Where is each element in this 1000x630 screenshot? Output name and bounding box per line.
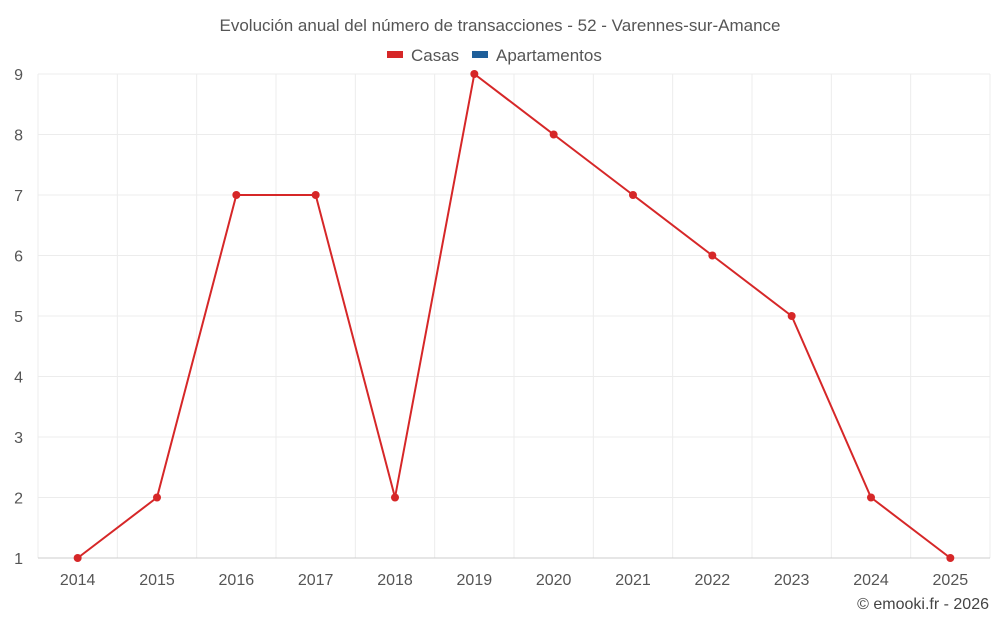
axes: 1 2 3 4 5 6 7 8 9 2014 2015 2016 2017 2018 2019 2020 202… [14,67,990,589]
x-tick-label: 2017 [298,572,334,589]
data-point-casas-2023[interactable] [787,312,796,320]
legend-swatch-casas [387,51,403,58]
data-point-casas-2017[interactable] [311,191,320,199]
y-tick-label: 9 [14,67,23,84]
x-tick-label: 2024 [853,572,889,589]
y-tick-label: 7 [14,188,23,205]
data-point-casas-2020[interactable] [549,130,558,139]
marker-layer [73,70,955,562]
grid [37,73,991,558]
y-tick-label: 1 [14,551,23,568]
x-tick-label: 2018 [377,572,413,589]
data-point-casas-2022[interactable] [708,251,717,260]
series-layer [77,73,951,559]
x-tick-label: 2022 [695,572,731,589]
x-tick-label: 2020 [536,572,572,589]
credit-text: © emooki.fr - 2026 [857,596,989,613]
x-tick-label: 2014 [60,572,96,589]
legend-label-casas[interactable]: Casas [411,46,459,65]
y-tick-label: 6 [14,249,23,266]
data-point-casas-2025[interactable] [946,554,955,562]
x-tick-label: 2019 [457,572,493,589]
data-point-casas-2016[interactable] [232,191,241,199]
y-tick-label: 5 [14,309,23,326]
y-tick-label: 3 [14,430,23,447]
legend: Casas Apartamentos [387,46,602,65]
x-tick-label: 2023 [774,572,810,589]
chart-title: Evolución anual del número de transaccio… [220,16,781,35]
y-tick-label: 4 [14,370,23,387]
data-point-casas-2019[interactable] [470,70,479,78]
y-tick-label: 8 [14,128,23,145]
legend-label-apartamentos[interactable]: Apartamentos [496,46,602,65]
x-tick-label: 2016 [219,572,255,589]
x-tick-label: 2015 [139,572,175,589]
legend-swatch-apartamentos [472,51,488,58]
data-point-casas-2021[interactable] [629,191,637,199]
x-tick-label: 2021 [615,572,651,589]
y-tick-label: 2 [14,491,23,508]
x-tick-label: 2025 [933,572,969,589]
data-point-casas-2014[interactable] [73,554,82,562]
data-point-casas-2015[interactable] [153,493,161,502]
data-point-casas-2024[interactable] [867,493,875,502]
data-point-casas-2018[interactable] [391,493,399,502]
series-line-casas [77,73,951,559]
